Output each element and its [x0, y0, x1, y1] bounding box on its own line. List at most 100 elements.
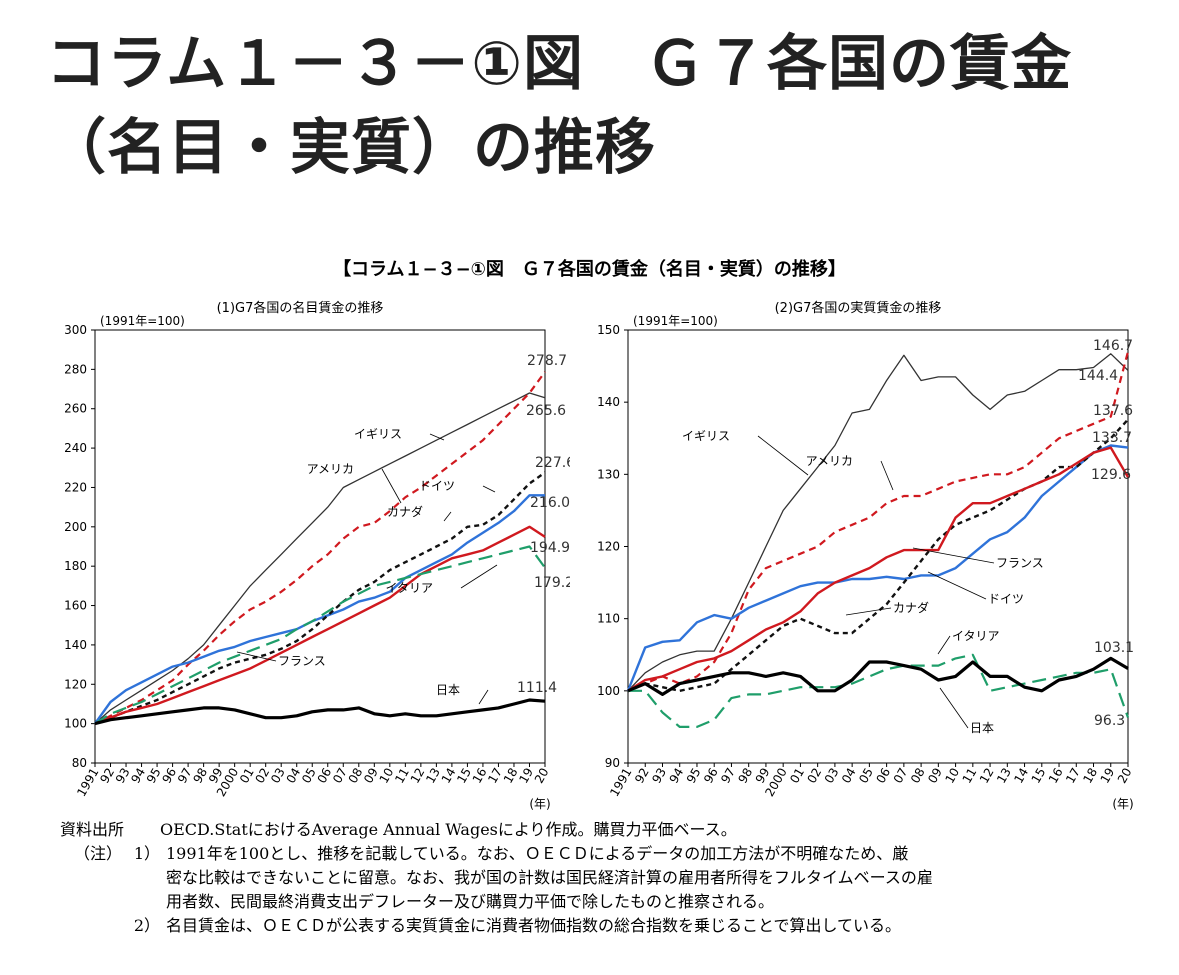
- note1-num: 1）: [133, 844, 160, 863]
- x-tick-label: 05: [856, 766, 876, 786]
- end-value-label: 129.6: [1091, 467, 1131, 483]
- series-line-アメリカ: [94, 371, 546, 725]
- leader-line: [757, 435, 809, 476]
- end-value-label: 103.1: [1094, 640, 1134, 656]
- source-head: 資料出所: [60, 820, 125, 839]
- x-tick-label: 96: [159, 766, 179, 786]
- end-value-label: 227.6: [535, 455, 570, 471]
- series-name-label: カナダ: [387, 504, 423, 519]
- x-tick-label: 96: [701, 766, 721, 786]
- leader-line: [845, 607, 892, 616]
- x-tick-label: 01: [787, 766, 807, 786]
- y-tick-label: 120: [64, 677, 87, 691]
- end-value-label: 111.4: [517, 680, 557, 696]
- leader-line: [381, 468, 402, 504]
- y-tick-label: 240: [64, 441, 87, 455]
- series-line-イギリス: [94, 392, 546, 725]
- y-tick-label: 120: [597, 540, 620, 554]
- note1-row: （注） 1） 1991年を100とし、推移を記載している。なお、ＯＥＣＤによるデ…: [60, 842, 1150, 866]
- source-text: OECD.StatにおけるAverage Annual Wagesにより作成。購…: [160, 820, 737, 839]
- series-name-label: ドイツ: [988, 592, 1024, 606]
- subplot-title: (2)G7各国の実質賃金の推移: [775, 300, 942, 316]
- note1-cont1: 密な比較はできないことに留意。なお、我が国の計数は国民経済計算の雇用者所得をフル…: [60, 866, 1150, 890]
- series-name-label: フランス: [996, 556, 1044, 570]
- x-tick-label: 15: [1029, 766, 1049, 786]
- y-tick-label: 260: [64, 402, 87, 416]
- x-tick-label: 05: [299, 766, 319, 786]
- x-tick-label: 06: [873, 766, 893, 786]
- x-tick-label: 98: [736, 766, 756, 786]
- note-head: （注）: [73, 844, 122, 863]
- x-tick-label: 93: [649, 766, 669, 786]
- nominal-wage-chart: (1)G7各国の名目賃金の推移(1991年=100)80100120140160…: [64, 300, 570, 810]
- end-value-label: 133.7: [1092, 430, 1132, 446]
- x-tick-label: 1991: [74, 766, 101, 799]
- source-row: 資料出所 OECD.StatにおけるAverage Annual Wagesによ…: [60, 818, 1150, 842]
- x-tick-label: 16: [470, 766, 490, 786]
- figure-heading: 【コラム１−３−①図 Ｇ７各国の賃金（名目・実質）の推移】: [333, 259, 846, 280]
- y-tick-label: 180: [64, 559, 87, 573]
- plot-frame: [94, 329, 546, 764]
- x-tick-label: 09: [925, 766, 945, 786]
- x-tick-label: 97: [175, 766, 195, 786]
- x-tick-label: 14: [1011, 766, 1031, 786]
- series-name-label: カナダ: [893, 600, 929, 615]
- leader-line: [429, 433, 445, 441]
- slide-title: コラム１－３－①図 Ｇ７各国の賃金（名目・実質）の推移: [46, 29, 1072, 183]
- series-line-日本: [94, 698, 546, 726]
- series-line-ドイツ: [626, 444, 1129, 692]
- x-tick-label: 95: [684, 766, 704, 786]
- x-tick-label: 94: [667, 766, 687, 786]
- end-value-label: 194.9: [530, 540, 570, 556]
- series-name-label: 日本: [436, 683, 460, 697]
- real-wage-chart: (2)G7各国の実質賃金の推移(1991年=100)90100110120130…: [597, 300, 1135, 810]
- x-tick-label: 98: [190, 766, 210, 786]
- series-line-イタリア: [628, 653, 1130, 728]
- x-tick-label: 08: [908, 766, 928, 786]
- x-unit: (年): [1112, 797, 1133, 810]
- x-tick-label: 19: [516, 766, 536, 786]
- x-tick-label: 19: [1098, 766, 1118, 786]
- leader-line: [880, 460, 894, 491]
- x-tick-label: 94: [128, 766, 148, 786]
- x-tick-label: 99: [206, 766, 226, 786]
- y-tick-label: 100: [597, 684, 620, 698]
- x-tick-label: 95: [144, 766, 164, 786]
- x-tick-label: 15: [454, 766, 474, 786]
- x-tick-label: 06: [315, 766, 335, 786]
- x-tick-label: 01: [237, 766, 257, 786]
- leader-line: [460, 564, 498, 589]
- x-tick-label: 03: [822, 766, 842, 786]
- series-name-label: イギリス: [354, 427, 402, 441]
- end-value-label: 265.6: [526, 403, 566, 419]
- series-line-フランス: [627, 446, 1130, 692]
- y-tick-label: 80: [72, 756, 87, 770]
- x-tick-label: 07: [330, 766, 350, 786]
- series-name-label: イタリア: [385, 581, 433, 595]
- end-value-label: 96.3: [1094, 713, 1125, 729]
- end-value-label: 216.0: [530, 495, 570, 511]
- x-tick-label: 13: [994, 766, 1014, 786]
- series-line-イギリス: [627, 353, 1129, 692]
- y-tick-label: 160: [64, 599, 87, 613]
- x-tick-label: 08: [346, 766, 366, 786]
- y-tick-label: 150: [597, 323, 620, 337]
- leader-line: [478, 689, 489, 705]
- series-name-label: イギリス: [682, 429, 730, 443]
- x-tick-label: 14: [439, 766, 459, 786]
- base-note: (1991年=100): [100, 314, 185, 328]
- series-name-label: フランス: [278, 654, 326, 668]
- y-tick-label: 100: [64, 717, 87, 731]
- series-name-label: ドイツ: [419, 479, 455, 493]
- leader-line: [236, 651, 277, 662]
- note2-row: 2） 名目賃金は、ＯＥＣＤが公表する実質賃金に消費者物価指数の総合指数を乗じるこ…: [60, 914, 1150, 938]
- note2-text: 名目賃金は、ＯＥＣＤが公表する実質賃金に消費者物価指数の総合指数を乗じることで算…: [166, 916, 902, 935]
- x-tick-label: 17: [485, 766, 505, 786]
- notes: 資料出所 OECD.StatにおけるAverage Annual Wagesによ…: [60, 818, 1150, 938]
- x-tick-label: 17: [1063, 766, 1083, 786]
- x-tick-label: 04: [284, 766, 304, 786]
- x-tick-label: 02: [253, 766, 273, 786]
- base-note: (1991年=100): [633, 314, 718, 328]
- note1-line1: 1991年を100とし、推移を記載している。なお、ＯＥＣＤによるデータの加工方法…: [166, 844, 909, 863]
- x-tick-label: 02: [804, 766, 824, 786]
